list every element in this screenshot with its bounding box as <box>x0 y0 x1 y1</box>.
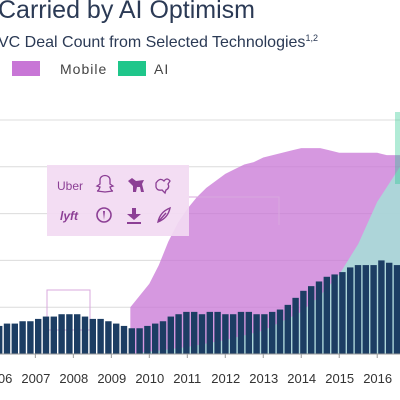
bar <box>183 311 190 354</box>
bar <box>308 286 315 354</box>
legend-item-mobile: Mobile <box>12 61 112 77</box>
bar <box>331 274 338 354</box>
bar <box>105 321 112 354</box>
bar <box>152 323 159 354</box>
bar <box>128 328 135 354</box>
bar <box>89 318 96 354</box>
chart-subtitle: VC Deal Count from Selected Technologies… <box>0 33 318 52</box>
bar <box>222 314 229 354</box>
bar <box>50 316 57 354</box>
bar <box>347 267 354 354</box>
legend-swatch-ai <box>118 61 146 76</box>
uber-logo: Uber <box>57 179 83 193</box>
bar <box>206 311 213 354</box>
snapchat-logo <box>95 174 115 193</box>
bar <box>354 265 362 354</box>
bar <box>237 311 245 354</box>
logo-callout-box <box>47 165 189 236</box>
bar <box>3 323 11 354</box>
bar <box>292 297 299 354</box>
bar-layer <box>0 260 400 354</box>
x-tick-label: 2006 <box>0 371 12 386</box>
bar <box>191 311 198 354</box>
legend-item-ai: AI <box>118 61 178 77</box>
bar <box>315 281 323 354</box>
bar <box>0 325 3 354</box>
chart-title: Carried by AI Optimism <box>0 0 256 24</box>
x-tick-label: 2014 <box>287 371 316 386</box>
legend-label-mobile: Mobile <box>60 61 108 77</box>
x-tick-label: 2013 <box>249 371 278 386</box>
bar <box>362 265 369 354</box>
bar <box>370 265 377 354</box>
bar <box>35 318 42 354</box>
bar <box>113 323 120 354</box>
unknown-logo-4 <box>157 206 171 224</box>
bar <box>58 314 65 354</box>
x-axis: 2006 2007 2008 2009 2010 2011 2012 2013 2014 2015… <box>0 353 400 386</box>
logo-callout: Uber lyft <box>46 165 280 331</box>
bar <box>66 314 73 354</box>
bar <box>159 321 167 354</box>
bar <box>136 328 143 354</box>
ai-callout-bracket <box>395 112 400 184</box>
chart-subtitle-note: 1,2 <box>305 33 318 43</box>
x-tick-label: 2007 <box>21 371 50 386</box>
x-tick-label: 2016 <box>363 371 392 386</box>
bar <box>261 314 268 354</box>
bar <box>42 316 50 354</box>
bar <box>339 272 346 354</box>
legend-label-ai: AI <box>154 61 170 77</box>
unknown-logo-3 <box>127 208 141 224</box>
bar <box>97 318 104 354</box>
x-tick-label: 2009 <box>97 371 126 386</box>
bar <box>230 314 237 354</box>
bar <box>11 323 18 354</box>
bar <box>144 325 151 354</box>
x-tick-label: 2008 <box>59 371 88 386</box>
x-tick-label: 2010 <box>135 371 164 386</box>
bar <box>276 309 284 354</box>
bar <box>74 314 81 354</box>
x-tick-label: 2012 <box>211 371 240 386</box>
bar <box>300 290 307 354</box>
bar <box>175 314 182 354</box>
x-tick-label: 2011 <box>173 371 201 386</box>
bar <box>323 276 330 354</box>
unknown-logo-2 <box>155 178 171 195</box>
bar <box>81 316 89 354</box>
bar <box>120 325 128 354</box>
pinterest-logo-mark <box>103 211 105 220</box>
chart-subtitle-text: VC Deal Count from Selected Technologies <box>0 34 306 51</box>
bar <box>253 314 260 354</box>
bar <box>284 304 291 354</box>
pinterest-logo <box>96 207 112 223</box>
unknown-logo <box>128 178 144 192</box>
legend-swatch-mobile <box>12 61 40 76</box>
x-tick-label: 2015 <box>325 371 354 386</box>
lyft-logo: lyft <box>60 209 79 223</box>
bar <box>393 265 400 354</box>
bar <box>378 260 385 354</box>
bar <box>214 311 221 354</box>
callout-connector <box>189 196 280 225</box>
bar <box>245 311 252 354</box>
bar <box>386 262 393 354</box>
bar <box>198 314 206 354</box>
bar <box>167 316 174 354</box>
bar <box>19 321 26 354</box>
bar <box>269 311 276 354</box>
bar <box>27 321 34 354</box>
